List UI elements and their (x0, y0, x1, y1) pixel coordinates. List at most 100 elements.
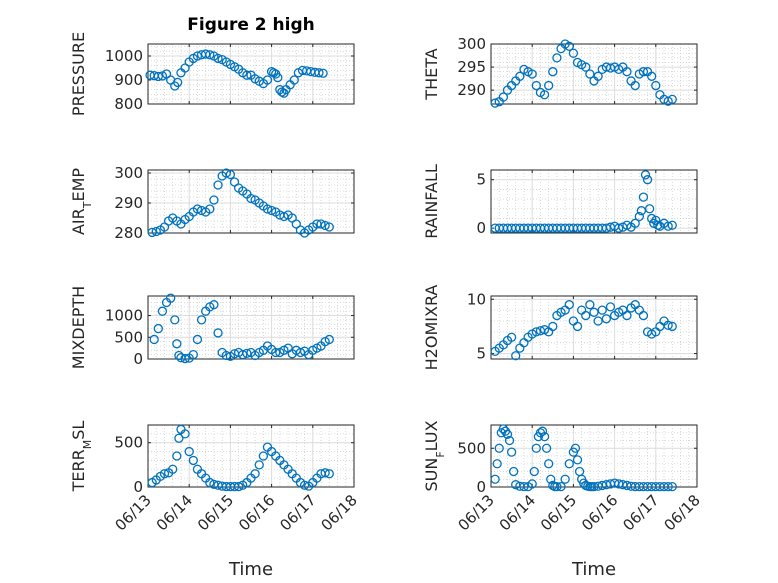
data-point (548, 321, 558, 332)
data-point (254, 460, 264, 470)
data-point (289, 75, 299, 85)
data-point (564, 459, 574, 469)
data-point (205, 477, 215, 488)
axes-box (490, 295, 698, 360)
subplot-theta: 290 295 300 THETA (422, 35, 698, 108)
data-point (544, 80, 554, 91)
y-axis-label: SUNFLUX (422, 420, 447, 491)
subplot-air_temp: 280 290 300 AIRTEMP (69, 164, 355, 242)
data-point (174, 433, 184, 443)
data-point (147, 227, 157, 238)
data-point (541, 443, 552, 453)
y-axis-label-part: RAINFALL (422, 164, 441, 239)
y-tick-label: 290 (457, 81, 486, 99)
data-point (593, 316, 603, 326)
data-point (490, 474, 500, 484)
data-point (531, 443, 541, 453)
data-point (242, 348, 252, 359)
data-point (548, 67, 558, 77)
data-point (663, 221, 673, 231)
figure-title: Figure 2 high (187, 15, 315, 35)
data-point (568, 48, 579, 58)
y-axis-label-subscript: T (81, 201, 94, 209)
y-axis-label-part: PRESSURE (69, 32, 88, 116)
y-axis-label: H2OMIXRA (422, 285, 441, 371)
data-point (299, 480, 310, 490)
data-point (172, 451, 182, 461)
x-axis-label-left: Time (228, 559, 273, 580)
data-point (614, 223, 624, 233)
data-point (601, 314, 612, 324)
y-tick-label: 5 (476, 345, 486, 363)
data-point (258, 451, 269, 461)
data-point (622, 310, 632, 321)
y-axis-label: MIXDEPTH (69, 286, 88, 369)
data-point (581, 62, 591, 72)
data-point (492, 459, 502, 469)
subplot-mixdepth: 0 500 1000 MIXDEPTH (69, 286, 355, 369)
y-tick-label: 5 (476, 171, 486, 189)
y-tick-label: 0 (133, 350, 143, 368)
data-point (295, 347, 306, 358)
data-point (180, 353, 190, 364)
data-point (205, 50, 215, 60)
data-point (320, 468, 330, 478)
data-point (564, 41, 574, 51)
data-point (544, 459, 554, 469)
subplot-pressure: 800 900 1000 PRESSURE (69, 32, 355, 116)
data-point (539, 90, 550, 100)
data-point (642, 175, 653, 185)
data-point (166, 293, 176, 303)
data-point (537, 426, 548, 436)
data-point (581, 310, 591, 321)
data-point (570, 443, 581, 453)
data-point (170, 315, 180, 325)
axes-box (147, 424, 355, 488)
y-axis-label-part: TERR (69, 449, 88, 492)
axes-box (147, 169, 355, 234)
data-point (506, 447, 517, 457)
data-point (192, 51, 203, 61)
data-point (552, 481, 562, 492)
y-axis-label-part: THETA (422, 48, 441, 100)
data-point (221, 168, 231, 178)
y-axis-label-subscript: F (434, 451, 447, 457)
y-axis-label-subscript: M (81, 440, 94, 450)
data-point (324, 334, 334, 345)
data-point (209, 195, 219, 205)
data-point (531, 327, 541, 337)
data-point (667, 321, 677, 332)
y-axis-label-part: H2OMIXRA (422, 285, 441, 371)
data-point (531, 80, 541, 91)
data-point (314, 68, 324, 78)
data-point (663, 481, 673, 492)
data-point (151, 226, 161, 237)
data-point (320, 220, 330, 231)
y-tick-label: 900 (114, 71, 143, 89)
y-tick-label: 800 (114, 95, 143, 113)
y-axis-label-part: SUN (422, 458, 441, 492)
data-point (316, 219, 326, 229)
data-point (519, 481, 529, 492)
y-tick-label: 0 (476, 478, 486, 496)
axes-box (147, 295, 355, 360)
data-point (153, 71, 163, 82)
y-tick-label: 300 (114, 164, 143, 182)
y-axis-label: PRESSURE (69, 32, 88, 116)
data-point (556, 481, 566, 492)
data-point (644, 204, 655, 214)
data-point (490, 98, 500, 108)
data-point (564, 300, 574, 310)
data-point (172, 339, 182, 349)
data-point (511, 351, 521, 361)
data-point (597, 305, 607, 315)
data-point (511, 480, 521, 490)
data-point (201, 49, 211, 59)
data-point (262, 204, 273, 214)
data-point (246, 193, 256, 204)
data-point (318, 68, 328, 78)
data-point (630, 218, 640, 228)
data-point (638, 192, 649, 202)
y-tick-label: 0 (476, 219, 486, 237)
